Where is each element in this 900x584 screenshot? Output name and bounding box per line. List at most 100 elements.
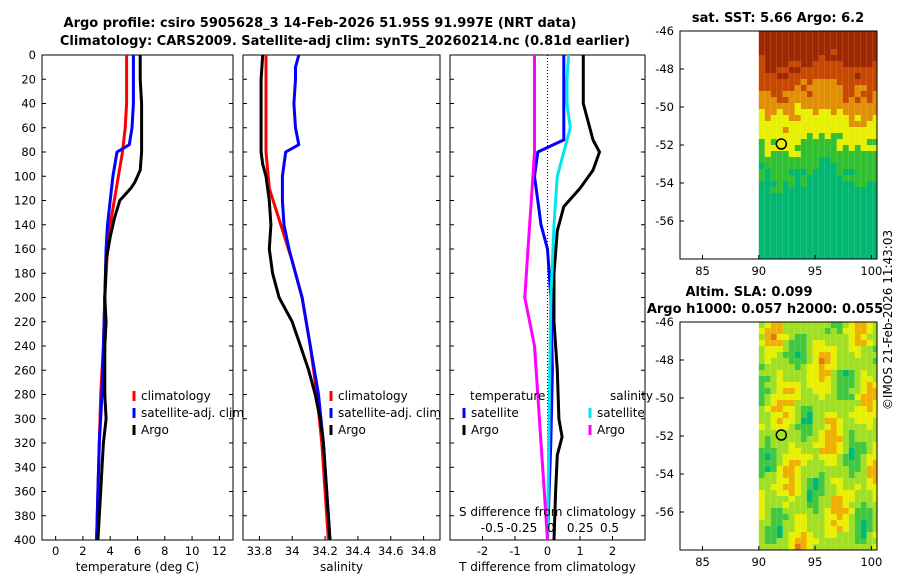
heatmap-cell [872, 328, 877, 334]
heatmap-cell [818, 406, 825, 412]
heatmap-cell [848, 163, 855, 169]
heatmap-cell [818, 430, 825, 436]
heatmap-cell [818, 37, 825, 43]
heatmap-cell [806, 484, 813, 490]
heatmap-cell [806, 145, 813, 151]
heatmap-cell [866, 358, 873, 364]
heatmap-cell [776, 478, 783, 484]
heatmap-cell [842, 394, 849, 400]
x-tick-label: 0 [544, 544, 551, 558]
heatmap-cell [872, 412, 877, 418]
heatmap-cell [758, 400, 765, 406]
heatmap-cell [764, 97, 771, 103]
heatmap-cell [848, 520, 855, 526]
heatmap-cell [764, 472, 771, 478]
heatmap-cell [788, 388, 795, 394]
heatmap-cell [824, 358, 831, 364]
heatmap-cell [836, 454, 843, 460]
heatmap-cell [860, 376, 867, 382]
heatmap-cell [860, 352, 867, 358]
heatmap-cell [800, 121, 807, 127]
heatmap-cell [854, 31, 861, 37]
heatmap-cell [872, 85, 877, 91]
heatmap-cell [758, 340, 765, 346]
heatmap-cell [848, 253, 855, 259]
heatmap-cell [770, 532, 777, 538]
heatmap-cell [866, 454, 873, 460]
heatmap-cell [830, 247, 837, 253]
heatmap-cell [806, 55, 813, 61]
heatmap-cell [764, 322, 771, 328]
heatmap-cell [842, 55, 849, 61]
heatmap-cell [842, 424, 849, 430]
panel-temperature: 0204060801001201401601802002202402602803… [14, 48, 244, 574]
heatmap-cell [800, 346, 807, 352]
heatmap-cell [854, 454, 861, 460]
heatmap-cell [836, 406, 843, 412]
x-axis-label: T difference from climatology [458, 560, 636, 574]
heatmap-cell [764, 55, 771, 61]
heatmap-cell [782, 121, 789, 127]
heatmap-cell [854, 211, 861, 217]
heatmap-cell [866, 109, 873, 115]
heatmap-cell [836, 73, 843, 79]
heatmap-cell [812, 217, 819, 223]
heatmap-cell [782, 223, 789, 229]
heatmap-cell [794, 175, 801, 181]
heatmap-cell [860, 121, 867, 127]
heatmap-cell [824, 67, 831, 73]
heatmap-cell [818, 334, 825, 340]
heatmap-cell [758, 460, 765, 466]
heatmap-cell [764, 247, 771, 253]
heatmap-cell [866, 115, 873, 121]
heatmap-cell [854, 61, 861, 67]
heatmap-cell [848, 211, 855, 217]
heatmap-cell [806, 193, 813, 199]
heatmap-cell [866, 430, 873, 436]
heatmap-cell [836, 115, 843, 121]
heatmap-cell [824, 133, 831, 139]
heatmap-cell [758, 376, 765, 382]
heatmap-cell [854, 235, 861, 241]
heatmap-cell [812, 430, 819, 436]
heatmap-cell [788, 223, 795, 229]
heatmap-cell [764, 508, 771, 514]
heatmap-cell [776, 109, 783, 115]
heatmap-cell [794, 538, 801, 544]
heatmap-cell [812, 253, 819, 259]
heatmap-cell [806, 115, 813, 121]
heatmap-cell [824, 328, 831, 334]
heatmap-cell [764, 424, 771, 430]
heatmap-cell [800, 103, 807, 109]
heatmap-cell [872, 103, 877, 109]
heatmap-cell [848, 223, 855, 229]
heatmap-cell [806, 412, 813, 418]
heatmap-cell [848, 478, 855, 484]
heatmap-cell [842, 370, 849, 376]
heatmap-cell [860, 247, 867, 253]
heatmap-cell [776, 127, 783, 133]
heatmap-cell [794, 97, 801, 103]
heatmap-cell [812, 544, 819, 550]
heatmap-cell [854, 253, 861, 259]
heatmap-cell [872, 484, 877, 490]
heatmap-cell [836, 157, 843, 163]
heatmap-cell [848, 115, 855, 121]
heatmap-cell [866, 43, 873, 49]
heatmap-cell [806, 199, 813, 205]
heatmap-cell [824, 247, 831, 253]
heatmap-cell [788, 31, 795, 37]
heatmap-cell [866, 55, 873, 61]
heatmap-cell [866, 520, 873, 526]
heatmap-cell [854, 121, 861, 127]
heatmap-cell [848, 127, 855, 133]
heatmap-cell [806, 460, 813, 466]
heatmap-cell [776, 448, 783, 454]
heatmap-cell [800, 472, 807, 478]
heatmap-cell [764, 388, 771, 394]
heatmap-cell [866, 103, 873, 109]
heatmap-cell [872, 181, 877, 187]
heatmap-cell [872, 175, 877, 181]
heatmap-cell [758, 472, 765, 478]
heatmap-cell [848, 175, 855, 181]
